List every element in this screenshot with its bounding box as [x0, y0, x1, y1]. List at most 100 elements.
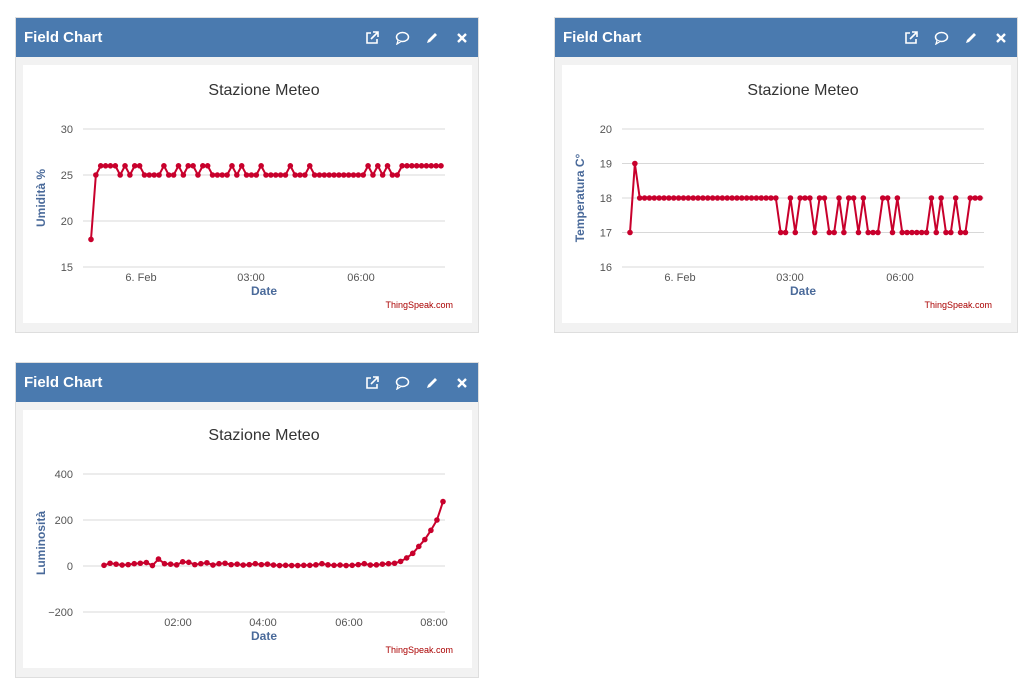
data-point[interactable]	[391, 560, 398, 567]
data-point[interactable]	[748, 195, 755, 201]
data-point[interactable]	[360, 172, 367, 178]
data-point[interactable]	[355, 561, 362, 568]
data-point[interactable]	[855, 229, 862, 236]
data-point[interactable]	[428, 163, 435, 169]
data-point[interactable]	[167, 561, 174, 567]
data-point[interactable]	[131, 163, 138, 169]
data-point[interactable]	[413, 163, 420, 169]
data-point[interactable]	[331, 562, 337, 569]
data-point[interactable]	[972, 195, 978, 201]
data-point[interactable]	[367, 562, 374, 568]
data-point[interactable]	[777, 229, 784, 236]
data-point[interactable]	[306, 163, 313, 169]
data-point[interactable]	[714, 195, 721, 201]
data-point[interactable]	[438, 163, 444, 169]
data-point[interactable]	[651, 195, 658, 201]
data-point[interactable]	[661, 195, 667, 201]
data-point[interactable]	[228, 561, 234, 568]
data-point[interactable]	[962, 229, 969, 236]
data-point[interactable]	[311, 172, 318, 178]
data-point[interactable]	[415, 543, 422, 550]
data-point[interactable]	[282, 562, 289, 569]
data-point[interactable]	[355, 172, 362, 178]
data-point[interactable]	[385, 560, 392, 567]
data-point[interactable]	[422, 536, 428, 543]
comment-icon[interactable]	[394, 375, 410, 391]
data-point[interactable]	[709, 195, 716, 201]
pencil-icon[interactable]	[424, 375, 440, 391]
data-point[interactable]	[131, 560, 138, 567]
data-point[interactable]	[379, 561, 386, 567]
data-point[interactable]	[787, 195, 794, 201]
data-point[interactable]	[243, 172, 250, 178]
data-point[interactable]	[724, 195, 731, 201]
close-icon[interactable]	[454, 375, 470, 391]
data-point[interactable]	[258, 163, 264, 169]
data-point[interactable]	[768, 195, 774, 201]
data-point[interactable]	[440, 498, 446, 505]
data-point[interactable]	[870, 229, 876, 236]
data-point[interactable]	[773, 195, 779, 201]
data-point[interactable]	[272, 172, 279, 178]
data-point[interactable]	[933, 229, 940, 236]
pencil-icon[interactable]	[963, 30, 979, 46]
data-point[interactable]	[209, 172, 216, 178]
data-point[interactable]	[122, 163, 128, 169]
data-point[interactable]	[879, 195, 886, 201]
thingspeak-credit[interactable]: ThingSpeak.com	[385, 300, 453, 310]
data-point[interactable]	[179, 559, 186, 565]
data-point[interactable]	[811, 229, 818, 236]
data-point[interactable]	[234, 561, 240, 567]
data-point[interactable]	[865, 229, 871, 236]
data-point[interactable]	[373, 562, 380, 568]
data-point[interactable]	[248, 172, 255, 178]
data-point[interactable]	[151, 172, 157, 178]
data-point[interactable]	[219, 172, 226, 178]
data-point[interactable]	[899, 229, 906, 236]
data-point[interactable]	[365, 163, 371, 169]
data-point[interactable]	[204, 163, 211, 169]
data-point[interactable]	[173, 562, 180, 568]
data-point[interactable]	[641, 195, 648, 201]
data-point[interactable]	[792, 229, 799, 236]
data-point[interactable]	[627, 229, 633, 236]
data-point[interactable]	[428, 527, 434, 534]
data-point[interactable]	[88, 236, 94, 243]
data-point[interactable]	[361, 560, 368, 567]
data-point[interactable]	[316, 172, 323, 178]
data-point[interactable]	[175, 163, 182, 169]
data-point[interactable]	[394, 172, 401, 178]
data-point[interactable]	[734, 195, 740, 201]
data-point[interactable]	[948, 229, 954, 236]
data-point[interactable]	[307, 562, 313, 569]
data-point[interactable]	[185, 163, 192, 169]
close-icon[interactable]	[454, 30, 470, 46]
data-point[interactable]	[821, 195, 828, 201]
data-point[interactable]	[675, 195, 682, 201]
data-point[interactable]	[93, 172, 99, 178]
data-point[interactable]	[884, 195, 891, 201]
data-point[interactable]	[680, 195, 687, 201]
data-point[interactable]	[826, 229, 833, 236]
data-point[interactable]	[860, 195, 867, 201]
data-point[interactable]	[845, 195, 852, 201]
data-point[interactable]	[403, 555, 410, 561]
data-point[interactable]	[389, 172, 396, 178]
data-point[interactable]	[349, 562, 355, 569]
external-link-icon[interactable]	[903, 30, 919, 46]
data-point[interactable]	[336, 172, 342, 178]
data-point[interactable]	[695, 195, 701, 201]
data-point[interactable]	[161, 560, 168, 567]
comment-icon[interactable]	[394, 30, 410, 46]
data-point[interactable]	[841, 229, 847, 236]
data-point[interactable]	[797, 195, 803, 201]
data-point[interactable]	[325, 562, 331, 568]
data-point[interactable]	[297, 172, 303, 178]
data-point[interactable]	[137, 560, 144, 567]
data-point[interactable]	[264, 561, 271, 567]
data-point[interactable]	[802, 195, 808, 201]
data-point[interactable]	[331, 172, 337, 178]
data-point[interactable]	[685, 195, 692, 201]
data-point[interactable]	[889, 229, 896, 236]
data-point[interactable]	[319, 560, 325, 567]
